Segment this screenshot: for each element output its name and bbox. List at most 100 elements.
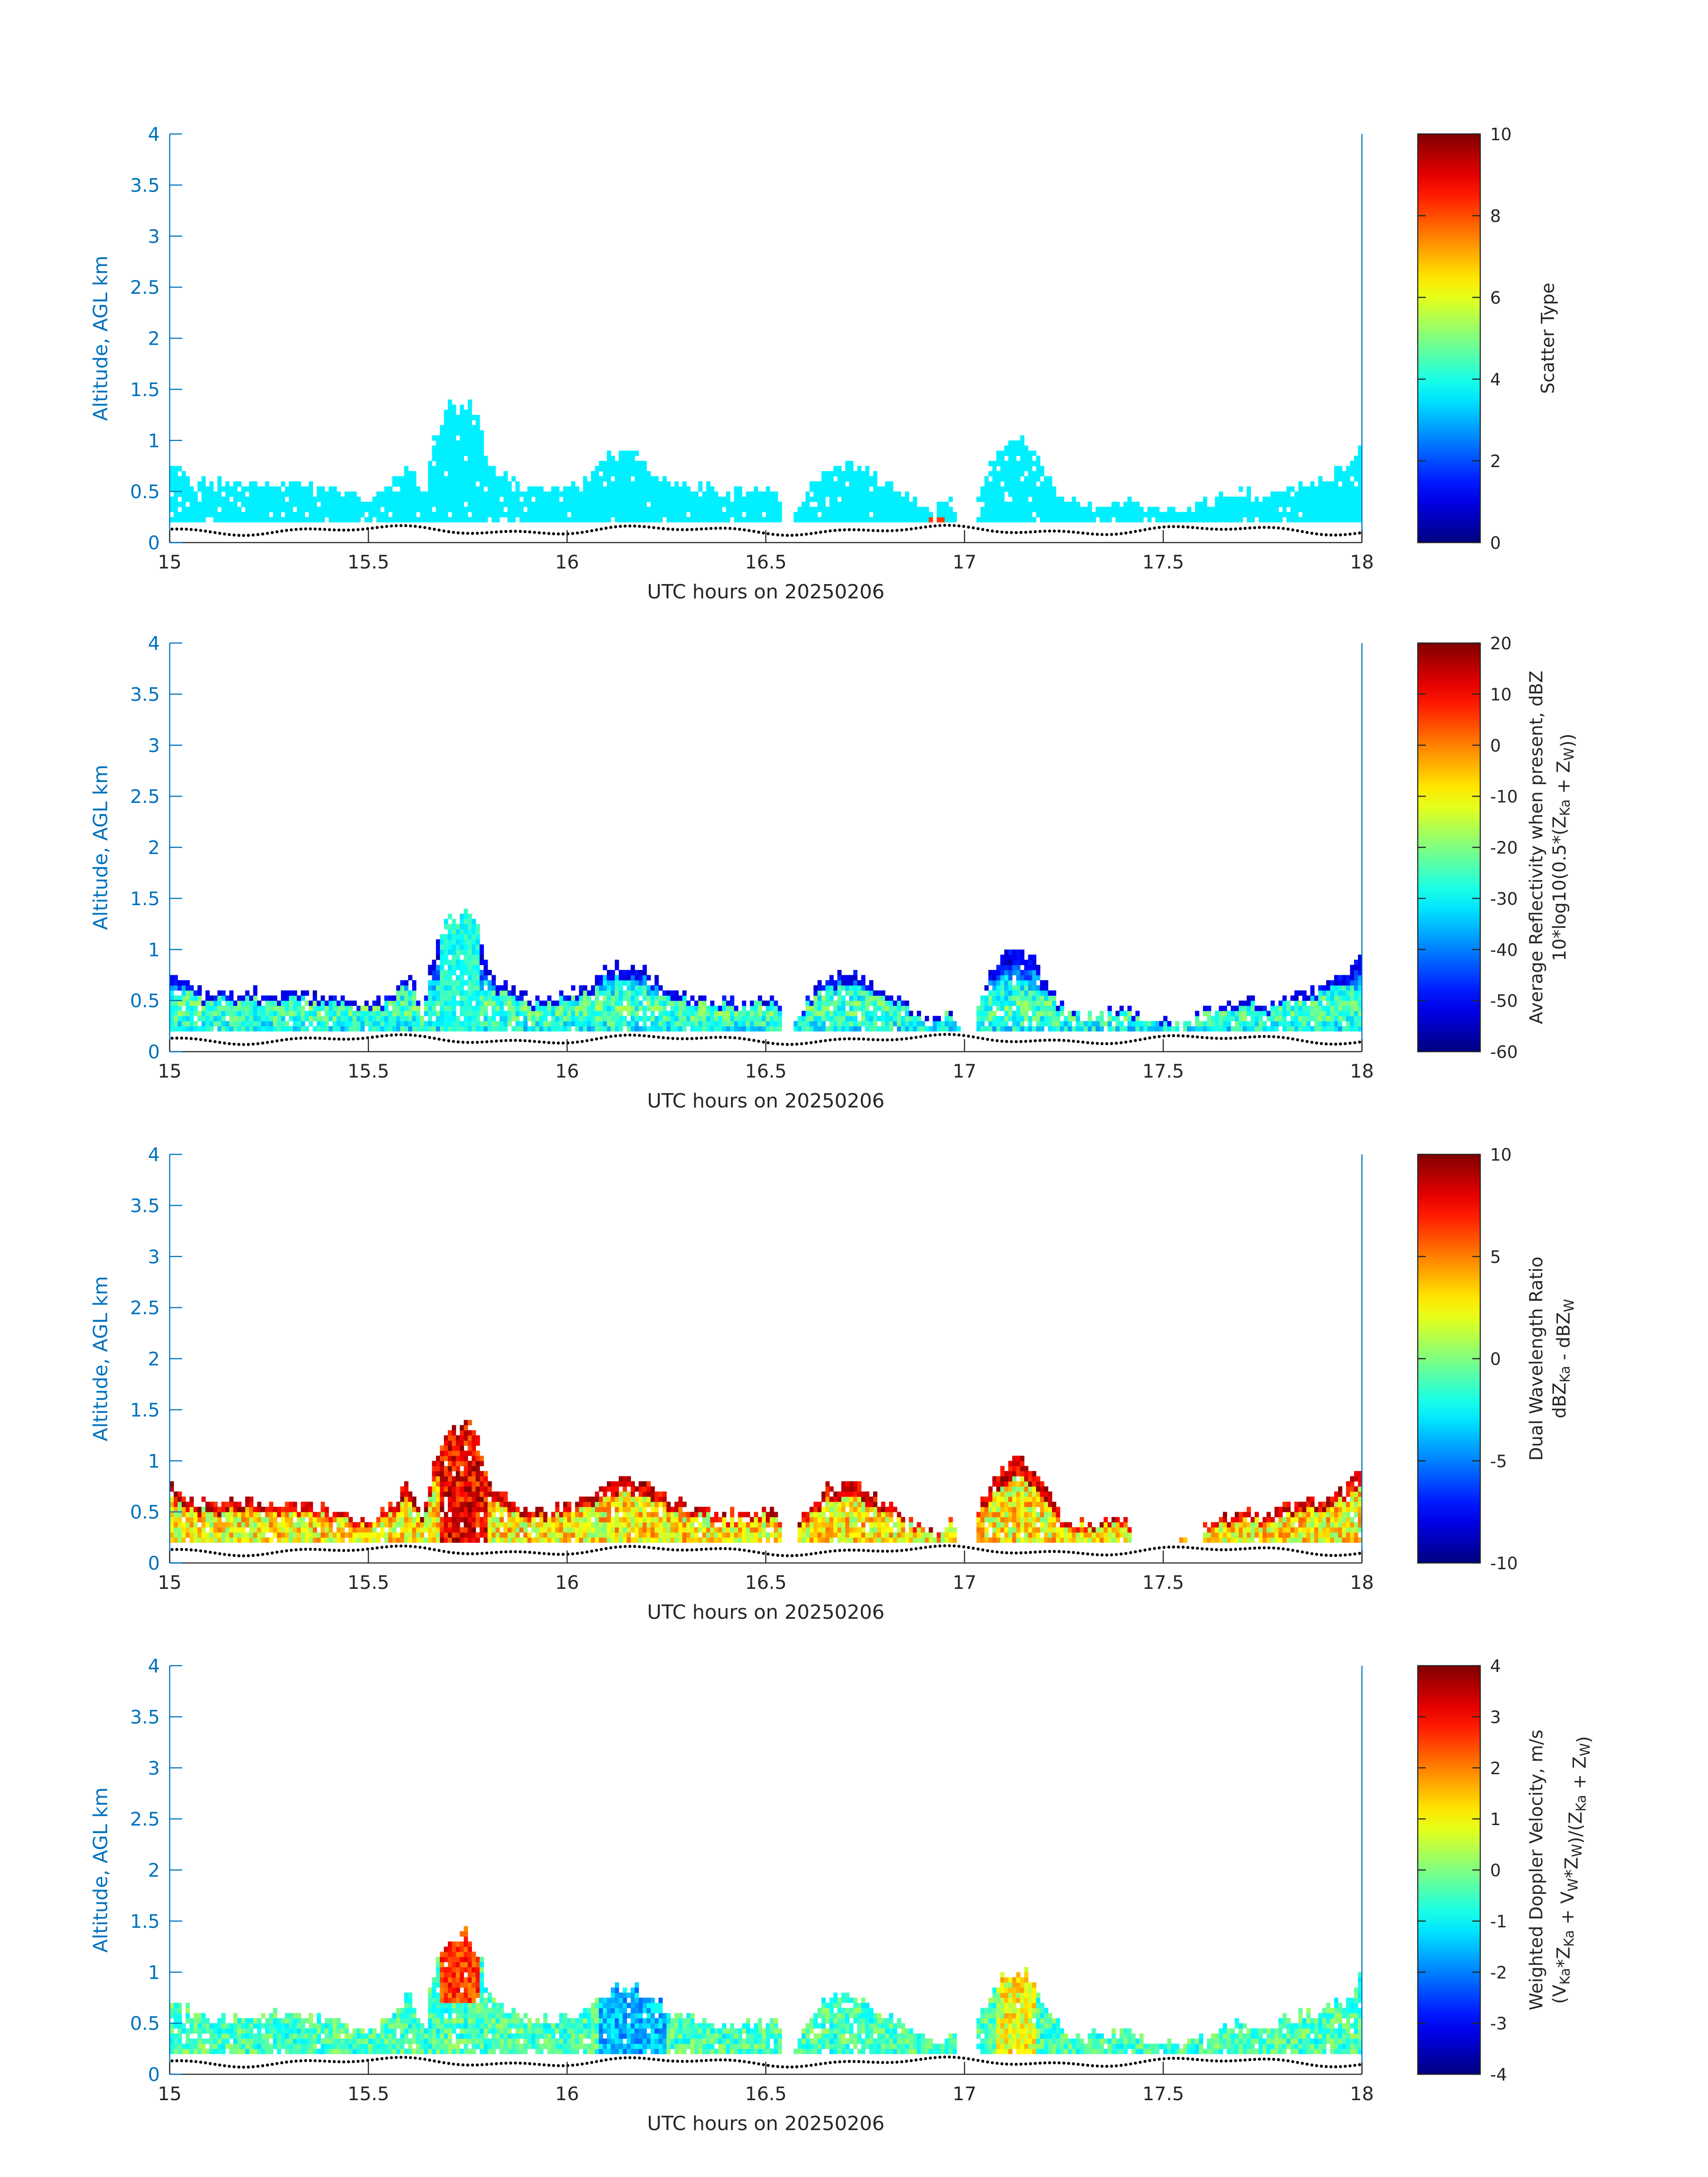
heatmap-cell (833, 471, 838, 476)
heatmap-cell (356, 1015, 361, 1021)
surface-marker (1310, 531, 1314, 535)
heatmap-cell (865, 471, 869, 476)
heatmap-cell (451, 425, 456, 430)
heatmap-cell (1012, 471, 1017, 476)
heatmap-cell (292, 512, 297, 518)
surface-marker (614, 1034, 617, 1038)
heatmap-cell (682, 995, 687, 1001)
heatmap-cell (380, 497, 385, 502)
heatmap-cell (626, 985, 631, 991)
heatmap-cell (1358, 476, 1362, 482)
heatmap-cell (674, 1015, 679, 1021)
heatmap-cell (857, 1021, 862, 1027)
heatmap-cell (515, 486, 520, 492)
heatmap-cell (766, 497, 770, 502)
heatmap-cell (1231, 501, 1235, 507)
heatmap-cell (392, 995, 397, 1001)
heatmap-cell (1310, 1011, 1315, 1016)
heatmap-cell (173, 486, 178, 492)
surface-marker (1191, 1035, 1194, 1038)
heatmap-cell (881, 990, 885, 996)
heatmap-cell (436, 939, 440, 945)
heatmap-cell (635, 970, 639, 975)
heatmap-cell (1278, 1011, 1283, 1016)
heatmap-cell (428, 481, 432, 487)
heatmap-cell (265, 481, 270, 487)
heatmap-cell (567, 1021, 572, 1027)
colorbar-label: Average Reflectivity when present, dBZ (1526, 671, 1547, 1024)
heatmap-cell (1223, 512, 1227, 518)
heatmap-cell (476, 1000, 480, 1006)
heatmap-cell (678, 1000, 683, 1006)
heatmap-cell (1167, 512, 1172, 518)
heatmap-cell (432, 517, 436, 522)
heatmap-cell (1183, 517, 1187, 522)
heatmap-cell (837, 1011, 842, 1016)
heatmap-cell (257, 1011, 262, 1016)
heatmap-cell (635, 1000, 639, 1006)
heatmap-cell (444, 461, 448, 466)
surface-marker (852, 1037, 856, 1040)
heatmap-cell (205, 995, 210, 1001)
heatmap-cell (706, 1015, 710, 1021)
heatmap-cell (1000, 1021, 1005, 1027)
heatmap-cell (1024, 995, 1028, 1001)
heatmap-cell (296, 481, 301, 487)
heatmap-cell (459, 486, 464, 492)
heatmap-cell (1004, 985, 1009, 991)
heatmap-cell (205, 990, 210, 996)
heatmap-cell (662, 481, 667, 487)
heatmap-cell (595, 497, 599, 502)
heatmap-cell (412, 491, 417, 497)
heatmap-cell (905, 1021, 909, 1027)
heatmap-cell (372, 512, 377, 518)
heatmap-cell (273, 1015, 277, 1021)
heatmap-cell (543, 1026, 548, 1032)
surface-marker (814, 1040, 818, 1044)
heatmap-cell (285, 491, 289, 497)
heatmap-cell (317, 506, 321, 512)
heatmap-cell (265, 506, 270, 512)
heatmap-cell (575, 1021, 580, 1027)
heatmap-cell (472, 924, 476, 930)
heatmap-cell (893, 517, 898, 522)
heatmap-cell (241, 1011, 246, 1016)
heatmap-cell (404, 1015, 409, 1021)
heatmap-cell (511, 985, 516, 991)
heatmap-cell (813, 517, 818, 522)
heatmap-cell (221, 517, 226, 522)
heatmap-cell (1032, 461, 1036, 466)
heatmap-cell (599, 1000, 603, 1006)
heatmap-cell (412, 1026, 417, 1032)
heatmap-cell (1020, 980, 1025, 986)
heatmap-cell (1338, 1011, 1343, 1016)
heatmap-cell (245, 497, 250, 502)
heatmap-cell (1060, 506, 1065, 512)
heatmap-cell (857, 497, 862, 502)
heatmap-cell (408, 1026, 413, 1032)
heatmap-cell (511, 1015, 516, 1021)
heatmap-cell (559, 1011, 564, 1016)
heatmap-cell (595, 1015, 599, 1021)
heatmap-cell (635, 506, 639, 512)
heatmap-cell (217, 491, 222, 497)
heatmap-cell (499, 990, 504, 996)
heatmap-cells (170, 1420, 1362, 1543)
heatmap-cell (1036, 970, 1040, 975)
heatmap-cell (579, 985, 584, 991)
heatmap-cell (607, 471, 611, 476)
heatmap-cell (472, 491, 476, 497)
heatmap-cell (237, 481, 242, 487)
heatmap-cell (869, 990, 873, 996)
heatmap-cell (587, 1021, 591, 1027)
heatmap-cell (984, 985, 989, 991)
heatmap-cell (440, 985, 444, 991)
heatmap-cell (336, 517, 341, 522)
heatmap-cell (237, 1015, 242, 1021)
heatmap-cell (885, 1011, 889, 1016)
heatmap-cell (523, 497, 528, 502)
heatmap-cell (1318, 506, 1323, 512)
heatmap-cell (340, 512, 345, 518)
surface-marker (628, 524, 631, 528)
heatmap-cell (352, 497, 357, 502)
